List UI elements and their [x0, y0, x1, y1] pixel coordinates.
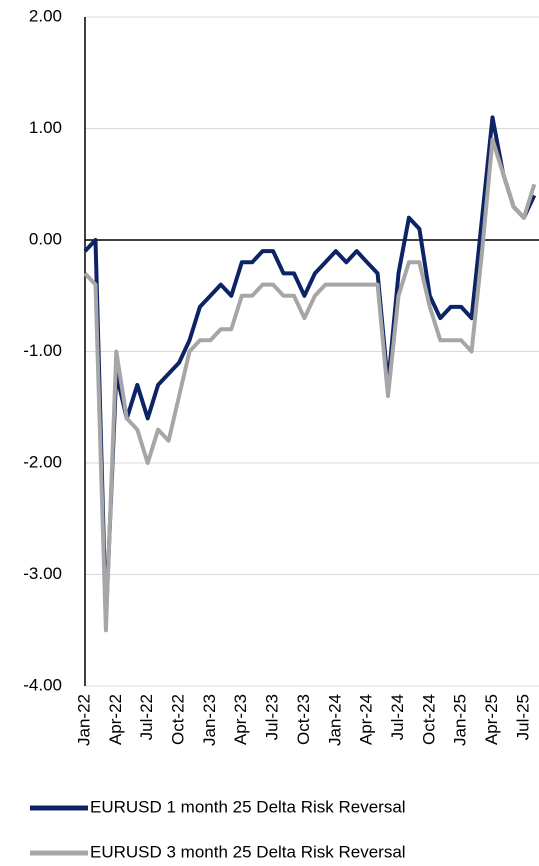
series-line [83, 137, 537, 633]
x-tick-label: Oct-23 [294, 694, 313, 745]
x-tick-label: Apr-22 [106, 694, 125, 745]
x-tick-label: Apr-25 [482, 694, 501, 745]
y-tick-label: 0.00 [29, 229, 62, 248]
series-line [83, 115, 537, 622]
y-tick-label: 1.00 [29, 118, 62, 137]
x-tick-label: Apr-24 [357, 694, 376, 745]
y-tick-label: -1.00 [23, 341, 62, 360]
x-tick-label: Oct-22 [169, 694, 188, 745]
x-tick-label: Jul-24 [388, 694, 407, 740]
y-tick-label: -3.00 [23, 564, 62, 583]
legend-label: EURUSD 1 month 25 Delta Risk Reversal [90, 797, 406, 816]
x-tick-label: Jan-24 [325, 694, 344, 746]
x-tick-label: Oct-24 [419, 694, 438, 745]
x-tick-label: Jul-22 [137, 694, 156, 740]
x-tick-label: Jul-25 [513, 694, 532, 740]
x-tick-label: Jan-25 [451, 694, 470, 746]
y-tick-label: -2.00 [23, 452, 62, 471]
x-tick-label: Jul-23 [263, 694, 282, 740]
x-tick-label: Apr-23 [231, 694, 250, 745]
x-tick-label: Jan-22 [74, 694, 93, 746]
x-tick-label: Jan-23 [200, 694, 219, 746]
y-tick-label: -4.00 [23, 675, 62, 694]
legend-label: EURUSD 3 month 25 Delta Risk Reversal [90, 842, 406, 861]
y-tick-label: 2.00 [29, 6, 62, 25]
